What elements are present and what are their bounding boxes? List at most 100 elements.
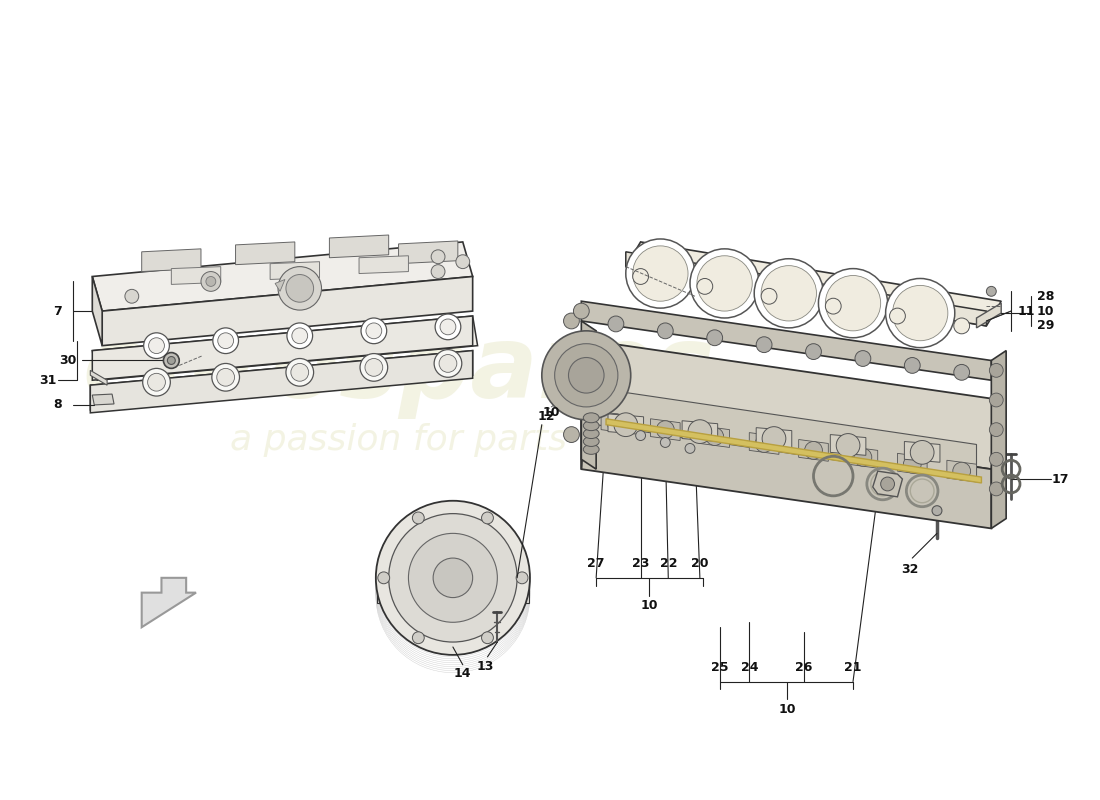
- Polygon shape: [329, 235, 388, 258]
- Circle shape: [762, 426, 785, 450]
- Circle shape: [412, 512, 425, 524]
- Circle shape: [890, 308, 905, 324]
- Circle shape: [201, 271, 221, 291]
- Text: 10: 10: [1037, 305, 1055, 318]
- Polygon shape: [92, 316, 477, 380]
- Circle shape: [706, 428, 724, 446]
- Circle shape: [825, 298, 842, 314]
- Ellipse shape: [583, 429, 600, 438]
- Polygon shape: [275, 279, 285, 291]
- Circle shape: [440, 319, 455, 334]
- Circle shape: [607, 414, 625, 432]
- Polygon shape: [92, 316, 473, 380]
- Polygon shape: [90, 370, 107, 385]
- Circle shape: [286, 274, 313, 302]
- Circle shape: [436, 314, 461, 340]
- Polygon shape: [799, 439, 828, 462]
- Circle shape: [658, 323, 673, 338]
- Text: 11: 11: [1018, 305, 1035, 318]
- Circle shape: [455, 254, 470, 269]
- Circle shape: [761, 266, 816, 321]
- Circle shape: [377, 572, 389, 584]
- Circle shape: [290, 363, 309, 382]
- Polygon shape: [377, 582, 529, 602]
- Polygon shape: [596, 388, 977, 481]
- Circle shape: [707, 330, 723, 346]
- Polygon shape: [700, 426, 729, 447]
- Text: 10: 10: [640, 599, 658, 612]
- Circle shape: [932, 506, 942, 515]
- Circle shape: [697, 278, 713, 294]
- Circle shape: [433, 558, 473, 598]
- Polygon shape: [608, 414, 644, 434]
- Circle shape: [206, 277, 216, 286]
- Circle shape: [989, 363, 1003, 378]
- Circle shape: [825, 275, 881, 331]
- Circle shape: [563, 313, 580, 329]
- Circle shape: [756, 434, 773, 452]
- Circle shape: [292, 328, 308, 344]
- Circle shape: [434, 350, 462, 378]
- Circle shape: [614, 413, 638, 437]
- Text: 30: 30: [59, 354, 76, 367]
- Circle shape: [147, 374, 165, 391]
- Text: 27: 27: [587, 558, 605, 570]
- Circle shape: [657, 421, 674, 438]
- Text: 32: 32: [902, 563, 918, 577]
- Circle shape: [697, 256, 752, 311]
- Ellipse shape: [583, 437, 600, 446]
- Circle shape: [554, 344, 618, 407]
- Circle shape: [365, 358, 383, 376]
- Polygon shape: [359, 256, 408, 274]
- Circle shape: [685, 443, 695, 454]
- Circle shape: [408, 534, 497, 622]
- Circle shape: [989, 482, 1003, 496]
- Circle shape: [954, 365, 969, 380]
- Circle shape: [412, 632, 425, 644]
- Polygon shape: [581, 341, 1001, 469]
- Text: 20: 20: [691, 558, 708, 570]
- Circle shape: [431, 265, 446, 278]
- Text: eurospares: eurospares: [82, 322, 715, 419]
- Text: 25: 25: [711, 662, 728, 674]
- Text: 13: 13: [476, 660, 494, 674]
- Text: 23: 23: [631, 558, 649, 570]
- Circle shape: [167, 357, 175, 365]
- Text: 10: 10: [778, 702, 795, 716]
- Circle shape: [287, 323, 312, 349]
- Circle shape: [818, 269, 888, 338]
- Polygon shape: [142, 578, 196, 627]
- Circle shape: [881, 477, 894, 491]
- Circle shape: [431, 250, 446, 264]
- Circle shape: [660, 438, 670, 447]
- Circle shape: [366, 323, 382, 338]
- Polygon shape: [904, 442, 940, 462]
- Circle shape: [892, 286, 948, 341]
- Text: 28: 28: [1037, 290, 1055, 302]
- Ellipse shape: [583, 421, 600, 430]
- Circle shape: [911, 441, 934, 464]
- Text: 8: 8: [54, 398, 62, 411]
- Text: 26: 26: [795, 662, 812, 674]
- Polygon shape: [848, 446, 878, 468]
- Circle shape: [989, 422, 1003, 437]
- Circle shape: [756, 337, 772, 353]
- Circle shape: [212, 328, 239, 354]
- Polygon shape: [749, 433, 779, 454]
- Text: 10: 10: [543, 406, 560, 419]
- Polygon shape: [947, 460, 977, 482]
- Circle shape: [125, 290, 139, 303]
- Polygon shape: [142, 249, 201, 271]
- Polygon shape: [626, 252, 987, 326]
- Circle shape: [573, 303, 590, 319]
- Circle shape: [212, 363, 240, 391]
- Circle shape: [482, 512, 494, 524]
- Text: 31: 31: [40, 374, 56, 386]
- Circle shape: [755, 258, 824, 328]
- Circle shape: [563, 426, 580, 442]
- Circle shape: [836, 434, 860, 458]
- Circle shape: [903, 455, 921, 473]
- Circle shape: [361, 318, 387, 344]
- Circle shape: [376, 501, 530, 655]
- Polygon shape: [581, 321, 596, 469]
